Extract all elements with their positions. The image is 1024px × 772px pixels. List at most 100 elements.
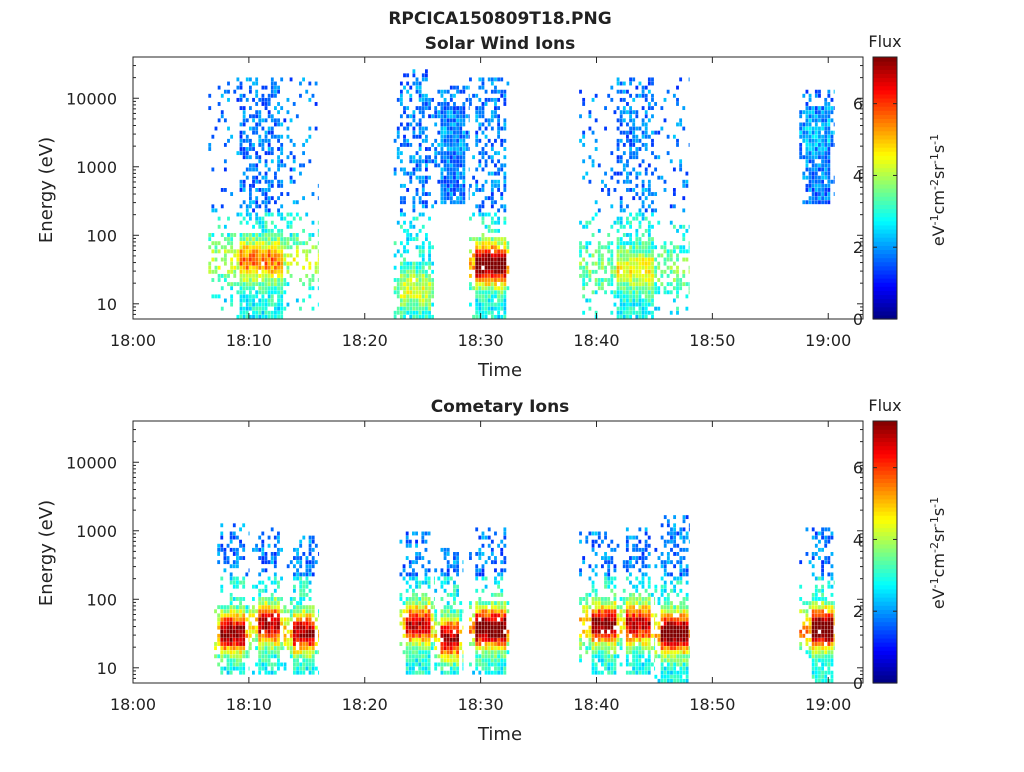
solar-wind-cell-b5: [824, 127, 827, 131]
cometary-cell-b7: [645, 630, 648, 634]
solar-wind-cell-b4: [679, 225, 682, 229]
cometary-cell-b8: [654, 589, 657, 593]
cometary-cell-b5: [488, 658, 491, 662]
solar-wind-cell-b0: [218, 102, 221, 106]
solar-wind-cell-b4: [632, 311, 635, 315]
solar-wind-cell-b4: [685, 294, 688, 298]
cometary-cell-b1: [258, 667, 261, 671]
cometary-cell-b7: [642, 634, 645, 638]
cometary-cell-b5: [475, 605, 478, 609]
cometary-cell-b1: [261, 658, 264, 662]
solar-wind-cell-b0: [249, 294, 252, 298]
cometary-cell-b5: [475, 568, 478, 572]
solar-wind-cell-b4: [642, 159, 645, 163]
solar-wind-cell-b4: [642, 245, 645, 249]
cometary-cell-b3: [406, 646, 409, 650]
solar-wind-cell-b4: [635, 229, 638, 233]
cometary-cell-b7: [635, 634, 638, 638]
solar-wind-cell-b4: [607, 258, 610, 262]
solar-wind-cell-b4: [623, 168, 626, 172]
cometary-cell-b0: [236, 581, 239, 585]
solar-wind-cell-b0: [268, 143, 271, 147]
solar-wind-cell-b3: [491, 299, 494, 303]
cometary-cell-b5: [475, 564, 478, 568]
solar-wind-cell-b0: [258, 118, 261, 122]
solar-wind-cell-b0: [240, 290, 243, 294]
solar-wind-cell-b4: [589, 241, 592, 245]
cometary-cell-b4: [441, 667, 444, 671]
cometary-cell-b0: [227, 618, 230, 622]
cometary-cell-b5: [488, 622, 491, 626]
solar-wind-cell-b1: [425, 159, 428, 163]
cometary-cell-b2: [299, 605, 302, 609]
solar-wind-cell-b3: [494, 200, 497, 204]
cometary-cell-b3: [409, 630, 412, 634]
solar-wind-cell-b0: [252, 147, 255, 151]
solar-wind-cell-b1: [419, 86, 422, 90]
solar-wind-cell-b5: [827, 155, 830, 159]
cometary-cell-b7: [620, 626, 623, 630]
solar-wind-cell-b0: [230, 237, 233, 241]
cometary-cell-b2: [302, 581, 305, 585]
cometary-cell-b7: [638, 593, 641, 597]
cometary-cell-b7: [620, 663, 623, 667]
cometary-cell-b1: [274, 646, 277, 650]
solar-wind-cell-b5: [809, 196, 812, 200]
solar-wind-cell-b3: [503, 98, 506, 102]
cometary-cell-b5: [500, 593, 503, 597]
cometary-cell-b6: [601, 540, 604, 544]
cometary-cell-b6: [610, 577, 613, 581]
cometary-cell-b4: [453, 581, 456, 585]
solar-wind-cell-b5: [809, 106, 812, 110]
cometary-cell-b5: [475, 654, 478, 658]
cometary-cell-b7: [638, 630, 641, 634]
solar-wind-cell-b3: [488, 98, 491, 102]
cometary-cell-b5: [494, 622, 497, 626]
cometary-cell-b1: [249, 622, 252, 626]
solar-wind-cell-b0: [252, 98, 255, 102]
solar-wind-cell-b0: [255, 77, 258, 81]
solar-wind-cell-b5: [809, 155, 812, 159]
solar-wind-cell-b4: [623, 266, 626, 270]
solar-wind-cell-b5: [815, 118, 818, 122]
solar-wind-cell-b2: [450, 94, 453, 98]
solar-wind-cell-b1: [416, 278, 419, 282]
solar-wind-cell-b5: [827, 196, 830, 200]
solar-wind-cell-b4: [682, 237, 685, 241]
cometary-cell-b7: [635, 622, 638, 626]
cometary-cell-b6: [604, 618, 607, 622]
solar-wind-cell-b1: [397, 98, 400, 102]
solar-wind-cell-b0: [277, 262, 280, 266]
solar-wind-cell-b2: [466, 147, 469, 151]
cometary-cell-b0: [227, 663, 230, 667]
solar-wind-cell-b2: [462, 196, 465, 200]
solar-wind-cell-b1: [406, 237, 409, 241]
solar-wind-cell-b0: [312, 221, 315, 225]
cometary-cell-b8: [670, 540, 673, 544]
cometary-cell-b5: [488, 544, 491, 548]
solar-wind-cell-b0: [262, 139, 265, 143]
solar-wind-cell-b0: [274, 86, 277, 90]
cometary-cell-b6: [595, 622, 598, 626]
cometary-cell-b2: [315, 560, 318, 564]
cometary-cell-b3: [409, 626, 412, 630]
solar-wind-cell-b4: [648, 184, 651, 188]
cometary-cell-b1: [265, 642, 268, 646]
cometary-cell-b5: [482, 654, 485, 658]
cometary-cell-b6: [614, 622, 617, 626]
solar-wind-colorbar-swatch: [873, 123, 897, 128]
cometary-cell-b8: [679, 613, 682, 617]
cometary-cell-b4: [434, 667, 437, 671]
solar-wind-cell-b4: [598, 229, 601, 233]
solar-wind-cell-b0: [293, 258, 296, 262]
cometary-cell-b5: [485, 626, 488, 630]
cometary-cell-b8: [667, 646, 670, 650]
solar-wind-cell-b4: [629, 118, 632, 122]
solar-wind-cell-b0: [271, 180, 274, 184]
solar-wind-cell-b2: [456, 106, 459, 110]
solar-wind-cell-b2: [462, 114, 465, 118]
cometary-cell-b0: [227, 667, 230, 671]
solar-wind-cell-b0: [268, 200, 271, 204]
cometary-cell-b2: [290, 601, 293, 605]
solar-wind-cell-b0: [290, 213, 293, 217]
